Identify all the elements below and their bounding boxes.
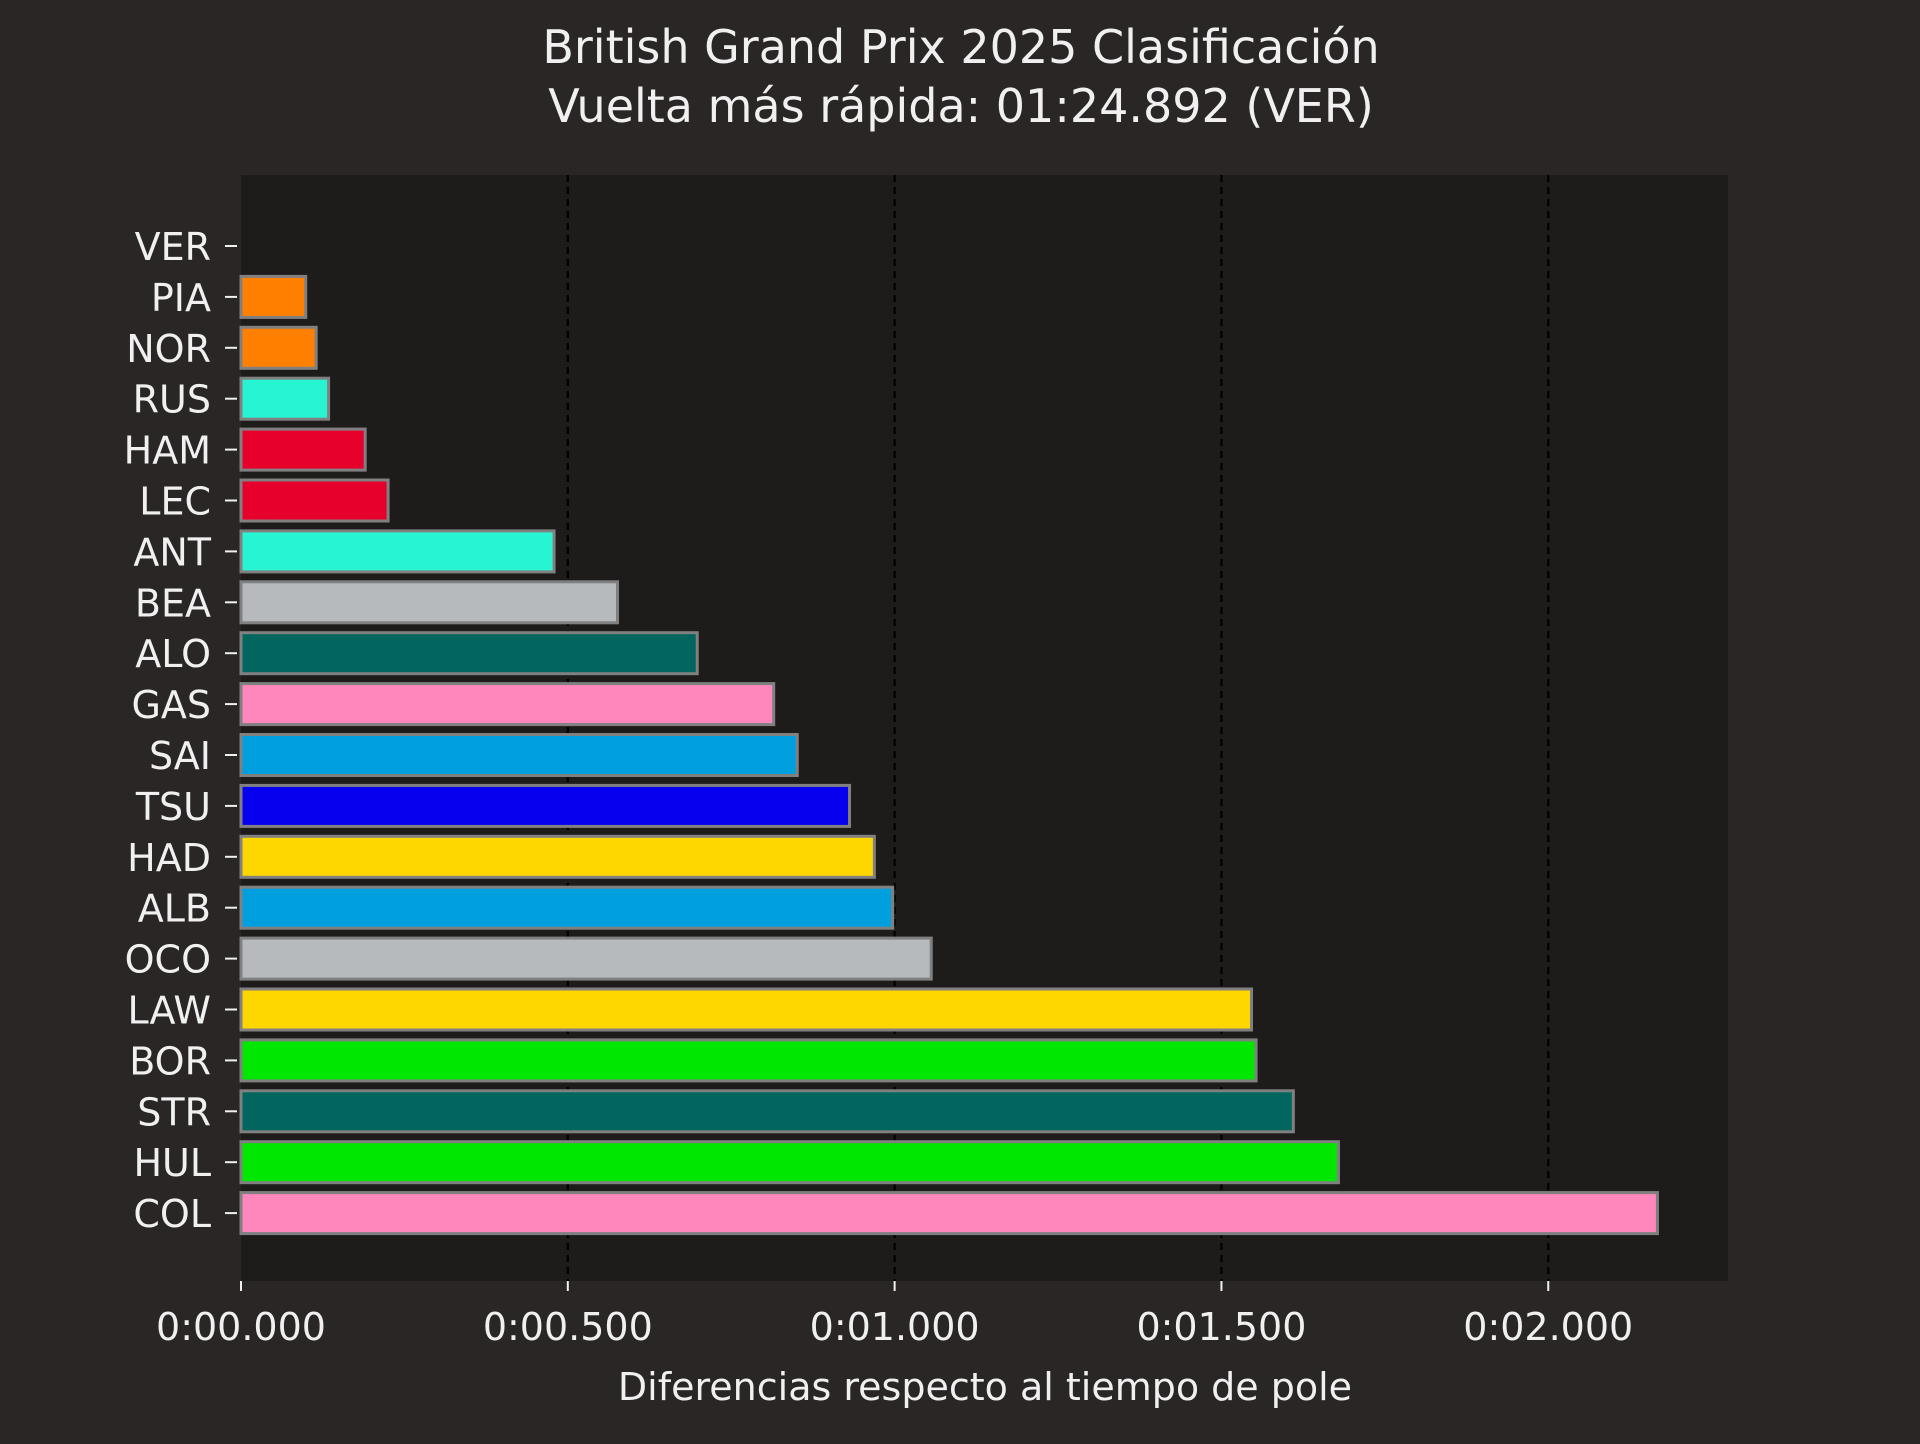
y-tick-label: GAS xyxy=(131,683,211,727)
x-tick-label: 0:00.000 xyxy=(156,1305,326,1349)
y-tick-label: ALB xyxy=(138,887,211,931)
y-tick-label: ALO xyxy=(135,632,211,676)
bar xyxy=(239,885,895,930)
y-tick-label: BEA xyxy=(135,581,211,625)
y-tick-label: OCO xyxy=(125,938,211,982)
y-tick-label: ANT xyxy=(133,530,211,574)
x-tick-label: 0:02.000 xyxy=(1463,1305,1633,1349)
bar xyxy=(239,682,776,727)
bar xyxy=(239,529,556,574)
bar xyxy=(239,478,390,523)
bar xyxy=(239,1140,1340,1185)
x-axis: 0:00.000 0:00.500 0:01.000 0:01.500 0:02.000 xyxy=(156,1281,1633,1349)
y-tick-label: RUS xyxy=(133,378,211,422)
y-tick-label: NOR xyxy=(126,327,211,371)
bar xyxy=(239,936,933,981)
y-tick-label: HAD xyxy=(127,836,211,880)
y-tick-label: VER xyxy=(135,225,211,269)
y-tick-label: TSU xyxy=(135,785,211,829)
y-axis: VER PIA NOR RUS HAM LEC ANT BEA ALO GAS SAI TSU HAD A… xyxy=(124,225,237,1236)
chart-title: British Grand Prix 2025 Clasificación xyxy=(542,20,1379,74)
bar xyxy=(239,1038,1258,1083)
bars xyxy=(239,274,1659,1236)
y-tick-label: PIA xyxy=(151,276,211,320)
bar xyxy=(239,733,799,777)
x-tick-label: 0:01.500 xyxy=(1136,1305,1306,1349)
bar xyxy=(239,580,619,625)
y-tick-label: LEC xyxy=(139,480,211,524)
bar xyxy=(239,987,1254,1032)
bar xyxy=(239,834,876,879)
y-tick-label: HAM xyxy=(124,429,211,473)
y-tick-label: LAW xyxy=(127,989,211,1033)
bar xyxy=(239,325,318,370)
grid-lines xyxy=(566,175,1550,1281)
y-tick-label: BOR xyxy=(129,1039,211,1083)
bar xyxy=(239,1191,1659,1236)
bar xyxy=(239,427,367,472)
bar xyxy=(239,1089,1295,1134)
chart-subtitle: Vuelta más rápida: 01:24.892 (VER) xyxy=(548,79,1374,133)
bar xyxy=(239,274,308,319)
y-tick-label: STR xyxy=(137,1090,211,1134)
bar xyxy=(239,783,852,828)
x-tick-label: 0:01.000 xyxy=(810,1305,980,1349)
y-tick-label: SAI xyxy=(149,734,211,778)
x-tick-label: 0:00.500 xyxy=(483,1305,653,1349)
bar xyxy=(239,376,331,421)
y-tick-label: COL xyxy=(133,1192,211,1236)
bar xyxy=(239,631,699,676)
x-axis-label: Diferencias respecto al tiempo de pole xyxy=(618,1365,1352,1409)
y-tick-label: HUL xyxy=(133,1141,211,1185)
